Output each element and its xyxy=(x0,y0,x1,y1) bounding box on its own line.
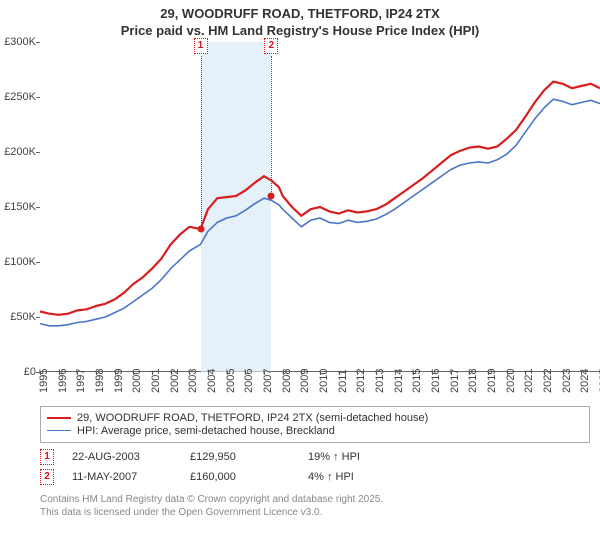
x-tick-label: 2001 xyxy=(150,368,162,392)
legend: 29, WOODRUFF ROAD, THETFORD, IP24 2TX (s… xyxy=(40,406,590,443)
x-tick-label: 2009 xyxy=(299,368,311,392)
x-tick-label: 2018 xyxy=(467,368,479,392)
chart-container: 29, WOODRUFF ROAD, THETFORD, IP24 2TX Pr… xyxy=(0,0,600,560)
legend-row: HPI: Average price, semi-detached house,… xyxy=(47,425,583,437)
transaction-price: £160,000 xyxy=(190,471,290,483)
marker-vline xyxy=(271,56,272,196)
footer-line: This data is licensed under the Open Gov… xyxy=(40,506,590,519)
transaction-row: 2 11-MAY-2007 £160,000 4% ↑ HPI xyxy=(40,469,590,485)
title-block: 29, WOODRUFF ROAD, THETFORD, IP24 2TX Pr… xyxy=(0,0,600,42)
x-tick-label: 2003 xyxy=(187,368,199,392)
transaction-rows: 1 22-AUG-2003 £129,950 19% ↑ HPI 2 11-MA… xyxy=(40,449,590,485)
x-tick-label: 2013 xyxy=(374,368,386,392)
legend-label: 29, WOODRUFF ROAD, THETFORD, IP24 2TX (s… xyxy=(77,412,428,424)
legend-label: HPI: Average price, semi-detached house,… xyxy=(77,425,335,437)
x-tick-label: 2021 xyxy=(523,368,535,392)
series-line xyxy=(40,81,600,314)
x-tick-label: 2019 xyxy=(486,368,498,392)
x-tick-label: 2016 xyxy=(430,368,442,392)
x-tick-label: 2000 xyxy=(131,368,143,392)
x-tick-label: 2005 xyxy=(225,368,237,392)
x-tick-label: 2014 xyxy=(393,368,405,392)
transaction-date: 11-MAY-2007 xyxy=(72,471,172,483)
x-tick-label: 2012 xyxy=(355,368,367,392)
y-tick-label: £0 xyxy=(0,366,36,378)
footer: Contains HM Land Registry data © Crown c… xyxy=(40,493,590,519)
y-tick-label: £300K xyxy=(0,36,36,48)
marker-badge: 1 xyxy=(194,38,208,54)
legend-swatch xyxy=(47,417,71,419)
x-tick-label: 1997 xyxy=(75,368,87,392)
x-tick-label: 1999 xyxy=(113,368,125,392)
title-line-2: Price paid vs. HM Land Registry's House … xyxy=(0,23,600,40)
y-tick-label: £150K xyxy=(0,201,36,213)
x-tick-label: 2010 xyxy=(318,368,330,392)
legend-swatch xyxy=(47,430,71,431)
x-tick-label: 2011 xyxy=(337,369,349,393)
y-tick-label: £50K xyxy=(0,311,36,323)
x-tick-label: 2008 xyxy=(281,368,293,392)
y-tick-label: £100K xyxy=(0,256,36,268)
x-tick-label: 1998 xyxy=(94,368,106,392)
y-tick-label: £200K xyxy=(0,146,36,158)
y-tick-label: £250K xyxy=(0,91,36,103)
x-tick-label: 2006 xyxy=(243,368,255,392)
transaction-date: 22-AUG-2003 xyxy=(72,451,172,463)
transaction-badge: 2 xyxy=(40,469,54,485)
legend-row: 29, WOODRUFF ROAD, THETFORD, IP24 2TX (s… xyxy=(47,412,583,424)
transaction-delta: 19% ↑ HPI xyxy=(308,451,408,463)
transaction-badge: 1 xyxy=(40,449,54,465)
marker-dot xyxy=(268,192,275,199)
marker-vline xyxy=(201,56,202,229)
plot-area: £0£50K£100K£150K£200K£250K£300K199519961… xyxy=(40,42,600,372)
x-tick-label: 2015 xyxy=(411,368,423,392)
marker-dot xyxy=(197,225,204,232)
x-tick-label: 2022 xyxy=(542,368,554,392)
transaction-row: 1 22-AUG-2003 £129,950 19% ↑ HPI xyxy=(40,449,590,465)
footer-line: Contains HM Land Registry data © Crown c… xyxy=(40,493,590,506)
chart-area: £0£50K£100K£150K£200K£250K£300K199519961… xyxy=(40,42,600,402)
transaction-delta: 4% ↑ HPI xyxy=(308,471,408,483)
x-tick-label: 2007 xyxy=(262,368,274,392)
x-tick-label: 2023 xyxy=(561,368,573,392)
transaction-price: £129,950 xyxy=(190,451,290,463)
x-tick-label: 2017 xyxy=(449,368,461,392)
title-line-1: 29, WOODRUFF ROAD, THETFORD, IP24 2TX xyxy=(0,6,600,23)
x-tick-label: 2002 xyxy=(169,368,181,392)
x-tick-label: 2020 xyxy=(505,368,517,392)
x-tick-label: 1996 xyxy=(57,368,69,392)
x-tick-label: 2024 xyxy=(579,368,591,392)
x-tick-label: 1995 xyxy=(38,368,50,392)
x-tick-label: 2004 xyxy=(206,368,218,392)
marker-badge: 2 xyxy=(264,38,278,54)
line-layer xyxy=(40,42,600,372)
